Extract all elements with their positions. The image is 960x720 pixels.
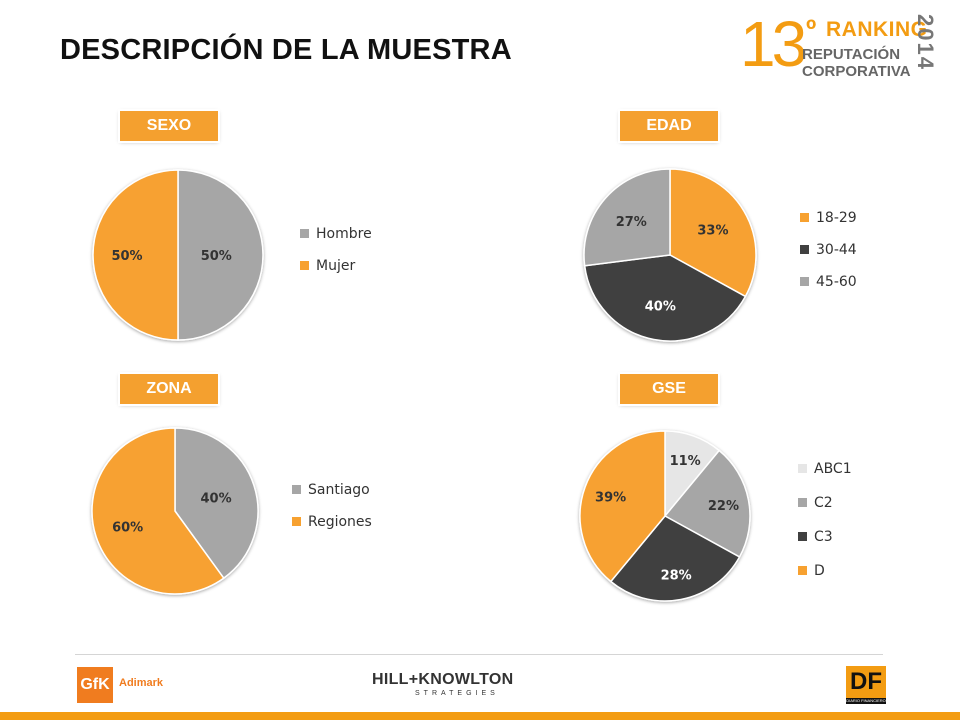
pie-slice-edad-30-44 [583,254,747,342]
pie-slice-sexo-hombre [177,169,264,341]
legend-swatch-sexo-0 [300,229,309,238]
legend-label-gse-3: D [814,563,825,579]
pie-slice-gse-c2 [663,449,751,558]
legend-swatch-edad-0 [800,213,809,222]
ranking-logo: 13 º RANKING REPUTACIÓN CORPORATIVA 2014 [740,8,938,80]
gfk-logo: GfK [77,667,113,703]
legend-label-zona-1: Regiones [308,514,372,530]
hill-knowlton-subtitle: STRATEGIES [415,690,499,697]
pie-label-gse-2: 28% [661,568,692,583]
pie-slice-gse-d [579,430,666,583]
legend-swatch-gse-2 [798,532,807,541]
pie-label-gse-3: 39% [595,490,626,505]
legend-label-zona-0: Santiago [308,482,370,498]
pie-slice-zona-regiones [91,427,225,595]
pie-label-gse-0: 11% [670,454,701,469]
legend-label-sexo-1: Mujer [316,258,355,274]
legend-swatch-zona-1 [292,517,301,526]
pie-label-sexo-0: 50% [201,249,232,264]
bottom-accent-bar [0,712,960,720]
badge-sexo: SEXO [120,111,218,141]
pie-label-edad-2: 27% [616,215,647,230]
df-logo-subtitle: DIARIO FINANCIERO [846,698,886,704]
badge-zona: ZONA [120,374,218,404]
pie-chart-gse [579,430,751,602]
pie-slice-edad-45-60 [583,168,671,267]
pie-chart-edad [583,168,757,342]
legend-label-edad-0: 18-29 [816,210,857,226]
ranking-number: 13 [740,8,807,80]
legend-swatch-gse-1 [798,498,807,507]
pie-label-edad-1: 40% [645,300,676,315]
pie-slice-zona-santiago [174,427,259,580]
pie-label-edad-0: 33% [697,224,728,239]
legend-label-edad-1: 30-44 [816,242,857,258]
pie-label-gse-1: 22% [708,499,739,514]
legend-swatch-gse-3 [798,566,807,575]
ranking-line2: REPUTACIÓN [802,46,901,63]
legend-swatch-zona-0 [292,485,301,494]
pie-slice-sexo-mujer [92,169,179,341]
page-title: DESCRIPCIÓN DE LA MUESTRA [60,34,512,66]
hill-knowlton-logo: HILL+KNOWLTON [372,671,514,688]
ranking-line3: CORPORATIVA [802,63,911,80]
pie-label-zona-1: 60% [112,520,143,535]
df-logo: DF [846,666,886,704]
footer-divider [75,654,883,655]
legend-swatch-sexo-1 [300,261,309,270]
legend-swatch-edad-2 [800,277,809,286]
pie-chart-zona [91,427,259,595]
legend-swatch-edad-1 [800,245,809,254]
adimark-logo-text: Adimark [119,677,164,689]
legend-swatch-gse-0 [798,464,807,473]
pie-slice-gse-c3 [609,515,741,602]
badge-gse: GSE [620,374,718,404]
pie-chart-sexo [92,169,264,341]
legend-label-sexo-0: Hombre [316,226,372,242]
badge-edad: EDAD [620,111,718,141]
ranking-year: 2014 [913,14,938,71]
legend-label-gse-0: ABC1 [814,461,852,477]
ranking-line1: RANKING [826,18,928,41]
pie-label-zona-0: 40% [200,492,231,507]
ranking-ordinal: º [806,14,817,45]
pie-label-sexo-1: 50% [111,249,142,264]
legend-label-gse-2: C3 [814,529,833,545]
pie-slice-edad-18-29 [669,168,757,298]
legend-label-gse-1: C2 [814,495,833,511]
legend-label-edad-2: 45-60 [816,274,857,290]
